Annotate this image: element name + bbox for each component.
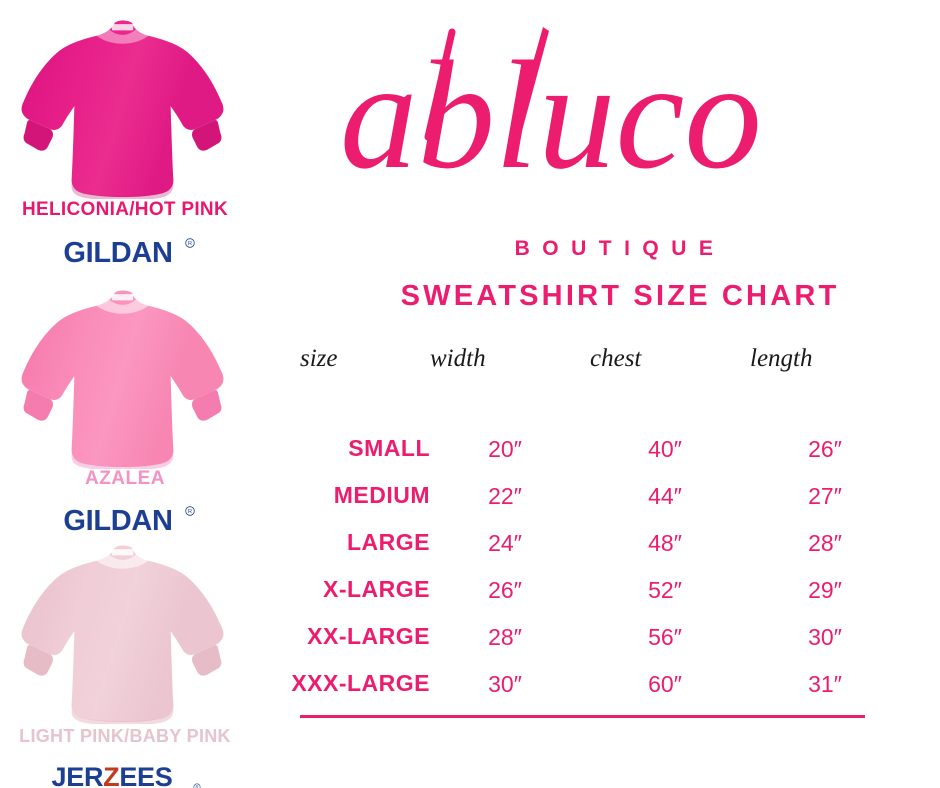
- svg-text:R: R: [188, 241, 192, 247]
- svg-text:R: R: [195, 785, 198, 788]
- svg-text:R: R: [188, 509, 192, 515]
- svg-text:GILDAN: GILDAN: [63, 237, 172, 269]
- svg-text:JERZEES: JERZEES: [52, 762, 173, 788]
- svg-text:abluco: abluco: [340, 29, 762, 192]
